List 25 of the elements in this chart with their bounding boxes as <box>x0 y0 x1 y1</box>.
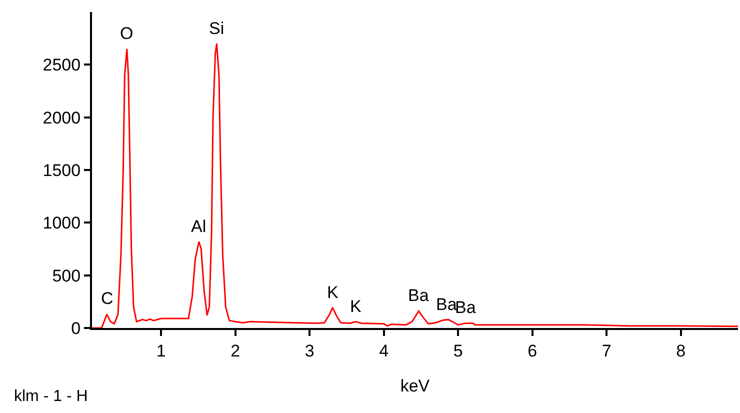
annotation: Ba <box>455 298 476 317</box>
y-tick-label: 2000 <box>42 108 81 128</box>
y-tick-label: 500 <box>52 266 81 286</box>
x-tick-label: 4 <box>379 341 389 360</box>
x-tick-label: 7 <box>602 341 612 360</box>
x-tick-label: 1 <box>156 341 166 360</box>
x-axis-title: keV <box>400 376 430 396</box>
annotation: K <box>350 297 362 316</box>
annotation: C <box>101 289 114 308</box>
annotation: Ba <box>408 286 430 305</box>
text: klm - 1 - H <box>14 388 88 405</box>
y-tick-label: 2500 <box>42 56 81 75</box>
annotation: Al <box>191 217 206 236</box>
x-tick-label: 6 <box>528 341 538 360</box>
annotation: Si <box>209 19 224 38</box>
y-tick-label: 1500 <box>42 160 81 180</box>
x-tick-label: 8 <box>676 341 686 360</box>
y-tick-label: 0 <box>71 318 81 338</box>
y-tick-label: 1000 <box>42 214 81 233</box>
x-tick-label: 3 <box>304 341 314 360</box>
annotation: Ba <box>436 295 458 314</box>
annotation: O <box>120 24 134 43</box>
x-tick-label: 2 <box>230 341 240 360</box>
annotation: K <box>327 283 339 302</box>
x-tick-label: 5 <box>453 341 463 360</box>
